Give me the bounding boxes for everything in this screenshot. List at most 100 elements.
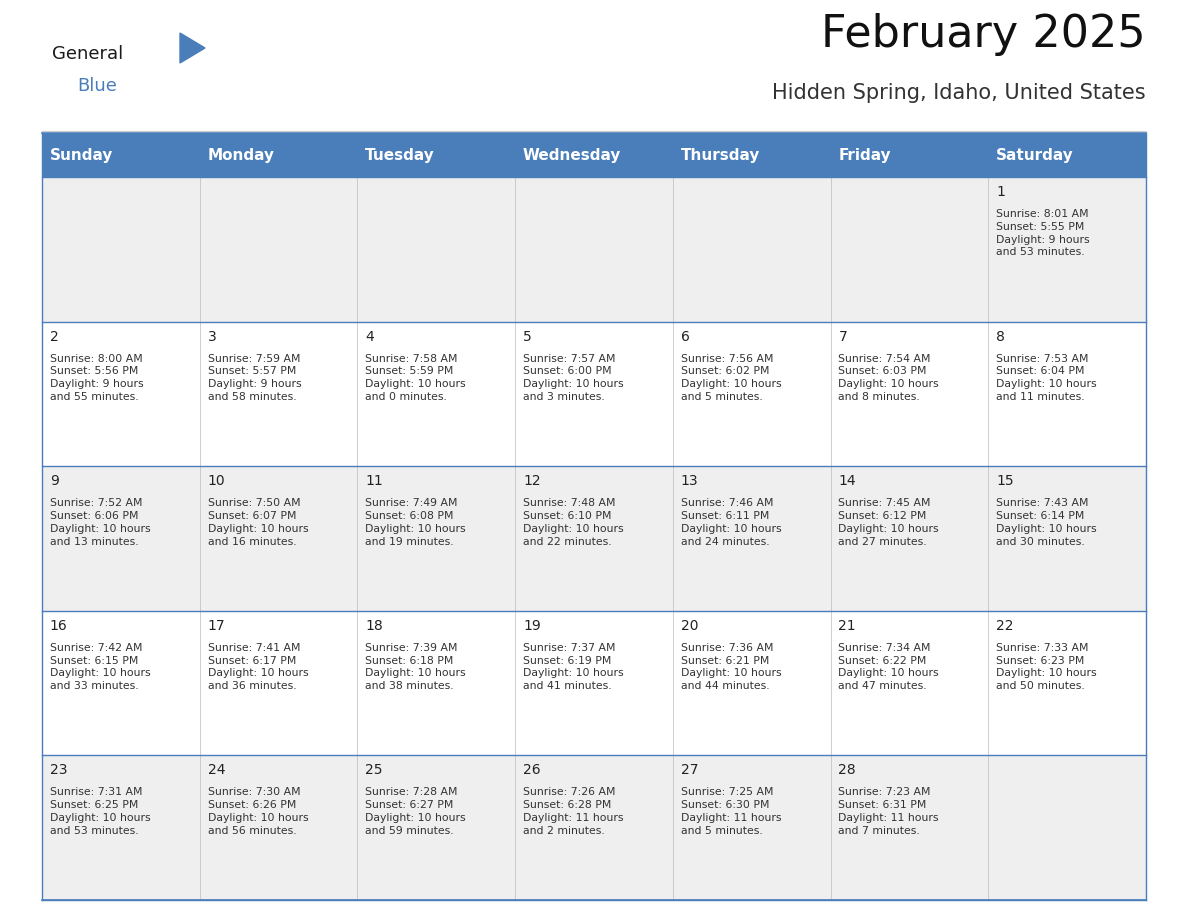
Text: 26: 26 xyxy=(523,764,541,778)
Text: Monday: Monday xyxy=(208,148,274,162)
Text: Sunrise: 7:23 AM
Sunset: 6:31 PM
Daylight: 11 hours
and 7 minutes.: Sunrise: 7:23 AM Sunset: 6:31 PM Dayligh… xyxy=(839,788,939,835)
Bar xyxy=(516,466,672,610)
Bar xyxy=(988,466,1146,610)
Text: Sunrise: 7:48 AM
Sunset: 6:10 PM
Daylight: 10 hours
and 22 minutes.: Sunrise: 7:48 AM Sunset: 6:10 PM Dayligh… xyxy=(523,498,624,546)
Text: 16: 16 xyxy=(50,619,68,633)
Text: 27: 27 xyxy=(681,764,699,778)
Bar xyxy=(42,133,200,177)
Bar xyxy=(830,133,988,177)
Text: 11: 11 xyxy=(366,475,383,488)
Text: Sunday: Sunday xyxy=(50,148,113,162)
Text: Sunrise: 7:43 AM
Sunset: 6:14 PM
Daylight: 10 hours
and 30 minutes.: Sunrise: 7:43 AM Sunset: 6:14 PM Dayligh… xyxy=(997,498,1097,546)
Text: Sunrise: 8:00 AM
Sunset: 5:56 PM
Daylight: 9 hours
and 55 minutes.: Sunrise: 8:00 AM Sunset: 5:56 PM Dayligh… xyxy=(50,353,144,402)
Bar xyxy=(672,321,830,466)
Text: 19: 19 xyxy=(523,619,541,633)
Text: Sunrise: 7:52 AM
Sunset: 6:06 PM
Daylight: 10 hours
and 13 minutes.: Sunrise: 7:52 AM Sunset: 6:06 PM Dayligh… xyxy=(50,498,151,546)
Bar xyxy=(830,177,988,321)
Text: Sunrise: 7:36 AM
Sunset: 6:21 PM
Daylight: 10 hours
and 44 minutes.: Sunrise: 7:36 AM Sunset: 6:21 PM Dayligh… xyxy=(681,643,782,691)
Text: Sunrise: 7:39 AM
Sunset: 6:18 PM
Daylight: 10 hours
and 38 minutes.: Sunrise: 7:39 AM Sunset: 6:18 PM Dayligh… xyxy=(366,643,466,691)
Bar xyxy=(988,133,1146,177)
Text: Sunrise: 7:33 AM
Sunset: 6:23 PM
Daylight: 10 hours
and 50 minutes.: Sunrise: 7:33 AM Sunset: 6:23 PM Dayligh… xyxy=(997,643,1097,691)
Text: 17: 17 xyxy=(208,619,226,633)
Bar xyxy=(672,133,830,177)
Bar xyxy=(358,133,516,177)
Text: Sunrise: 7:53 AM
Sunset: 6:04 PM
Daylight: 10 hours
and 11 minutes.: Sunrise: 7:53 AM Sunset: 6:04 PM Dayligh… xyxy=(997,353,1097,402)
Bar xyxy=(200,610,358,756)
Text: Sunrise: 7:49 AM
Sunset: 6:08 PM
Daylight: 10 hours
and 19 minutes.: Sunrise: 7:49 AM Sunset: 6:08 PM Dayligh… xyxy=(366,498,466,546)
Text: Sunrise: 7:41 AM
Sunset: 6:17 PM
Daylight: 10 hours
and 36 minutes.: Sunrise: 7:41 AM Sunset: 6:17 PM Dayligh… xyxy=(208,643,308,691)
Text: 6: 6 xyxy=(681,330,689,343)
Text: Hidden Spring, Idaho, United States: Hidden Spring, Idaho, United States xyxy=(772,83,1146,103)
Text: 18: 18 xyxy=(366,619,383,633)
Text: Sunrise: 7:57 AM
Sunset: 6:00 PM
Daylight: 10 hours
and 3 minutes.: Sunrise: 7:57 AM Sunset: 6:00 PM Dayligh… xyxy=(523,353,624,402)
Bar xyxy=(516,177,672,321)
Text: Friday: Friday xyxy=(839,148,891,162)
Text: Sunrise: 7:42 AM
Sunset: 6:15 PM
Daylight: 10 hours
and 33 minutes.: Sunrise: 7:42 AM Sunset: 6:15 PM Dayligh… xyxy=(50,643,151,691)
Bar xyxy=(200,133,358,177)
Bar xyxy=(358,466,516,610)
Text: Sunrise: 7:37 AM
Sunset: 6:19 PM
Daylight: 10 hours
and 41 minutes.: Sunrise: 7:37 AM Sunset: 6:19 PM Dayligh… xyxy=(523,643,624,691)
Polygon shape xyxy=(181,33,206,63)
Text: 5: 5 xyxy=(523,330,532,343)
Bar xyxy=(42,321,200,466)
Text: Sunrise: 7:26 AM
Sunset: 6:28 PM
Daylight: 11 hours
and 2 minutes.: Sunrise: 7:26 AM Sunset: 6:28 PM Dayligh… xyxy=(523,788,624,835)
Text: 21: 21 xyxy=(839,619,857,633)
Bar xyxy=(672,610,830,756)
Text: 7: 7 xyxy=(839,330,847,343)
Text: Sunrise: 7:25 AM
Sunset: 6:30 PM
Daylight: 11 hours
and 5 minutes.: Sunrise: 7:25 AM Sunset: 6:30 PM Dayligh… xyxy=(681,788,782,835)
Text: Saturday: Saturday xyxy=(997,148,1074,162)
Bar xyxy=(358,177,516,321)
Text: 13: 13 xyxy=(681,475,699,488)
Bar xyxy=(42,466,200,610)
Bar xyxy=(516,756,672,900)
Bar xyxy=(200,321,358,466)
Text: 28: 28 xyxy=(839,764,857,778)
Bar xyxy=(516,133,672,177)
Text: Sunrise: 7:46 AM
Sunset: 6:11 PM
Daylight: 10 hours
and 24 minutes.: Sunrise: 7:46 AM Sunset: 6:11 PM Dayligh… xyxy=(681,498,782,546)
Text: Sunrise: 7:54 AM
Sunset: 6:03 PM
Daylight: 10 hours
and 8 minutes.: Sunrise: 7:54 AM Sunset: 6:03 PM Dayligh… xyxy=(839,353,939,402)
Text: Blue: Blue xyxy=(77,77,116,95)
Text: 25: 25 xyxy=(366,764,383,778)
Text: General: General xyxy=(52,45,124,63)
Bar xyxy=(358,610,516,756)
Text: 1: 1 xyxy=(997,185,1005,199)
Text: Sunrise: 7:58 AM
Sunset: 5:59 PM
Daylight: 10 hours
and 0 minutes.: Sunrise: 7:58 AM Sunset: 5:59 PM Dayligh… xyxy=(366,353,466,402)
Bar xyxy=(358,756,516,900)
Text: 15: 15 xyxy=(997,475,1013,488)
Text: Sunrise: 7:59 AM
Sunset: 5:57 PM
Daylight: 9 hours
and 58 minutes.: Sunrise: 7:59 AM Sunset: 5:57 PM Dayligh… xyxy=(208,353,302,402)
Text: 20: 20 xyxy=(681,619,699,633)
Text: Thursday: Thursday xyxy=(681,148,760,162)
Bar xyxy=(200,756,358,900)
Bar xyxy=(516,610,672,756)
Bar xyxy=(42,177,200,321)
Bar xyxy=(988,756,1146,900)
Text: 12: 12 xyxy=(523,475,541,488)
Bar xyxy=(672,177,830,321)
Bar xyxy=(988,610,1146,756)
Bar xyxy=(516,321,672,466)
Text: 24: 24 xyxy=(208,764,225,778)
Text: February 2025: February 2025 xyxy=(821,13,1146,56)
Bar xyxy=(42,756,200,900)
Text: Sunrise: 8:01 AM
Sunset: 5:55 PM
Daylight: 9 hours
and 53 minutes.: Sunrise: 8:01 AM Sunset: 5:55 PM Dayligh… xyxy=(997,209,1089,257)
Bar xyxy=(830,321,988,466)
Text: Wednesday: Wednesday xyxy=(523,148,621,162)
Bar xyxy=(988,321,1146,466)
Text: Sunrise: 7:30 AM
Sunset: 6:26 PM
Daylight: 10 hours
and 56 minutes.: Sunrise: 7:30 AM Sunset: 6:26 PM Dayligh… xyxy=(208,788,308,835)
Text: Sunrise: 7:50 AM
Sunset: 6:07 PM
Daylight: 10 hours
and 16 minutes.: Sunrise: 7:50 AM Sunset: 6:07 PM Dayligh… xyxy=(208,498,308,546)
Bar xyxy=(830,610,988,756)
Bar xyxy=(200,466,358,610)
Bar xyxy=(830,466,988,610)
Text: Sunrise: 7:34 AM
Sunset: 6:22 PM
Daylight: 10 hours
and 47 minutes.: Sunrise: 7:34 AM Sunset: 6:22 PM Dayligh… xyxy=(839,643,939,691)
Bar xyxy=(672,466,830,610)
Bar xyxy=(830,756,988,900)
Text: Sunrise: 7:56 AM
Sunset: 6:02 PM
Daylight: 10 hours
and 5 minutes.: Sunrise: 7:56 AM Sunset: 6:02 PM Dayligh… xyxy=(681,353,782,402)
Text: 4: 4 xyxy=(366,330,374,343)
Text: 2: 2 xyxy=(50,330,58,343)
Text: 8: 8 xyxy=(997,330,1005,343)
Bar xyxy=(988,177,1146,321)
Text: 23: 23 xyxy=(50,764,68,778)
Bar xyxy=(200,177,358,321)
Text: Sunrise: 7:31 AM
Sunset: 6:25 PM
Daylight: 10 hours
and 53 minutes.: Sunrise: 7:31 AM Sunset: 6:25 PM Dayligh… xyxy=(50,788,151,835)
Bar xyxy=(672,756,830,900)
